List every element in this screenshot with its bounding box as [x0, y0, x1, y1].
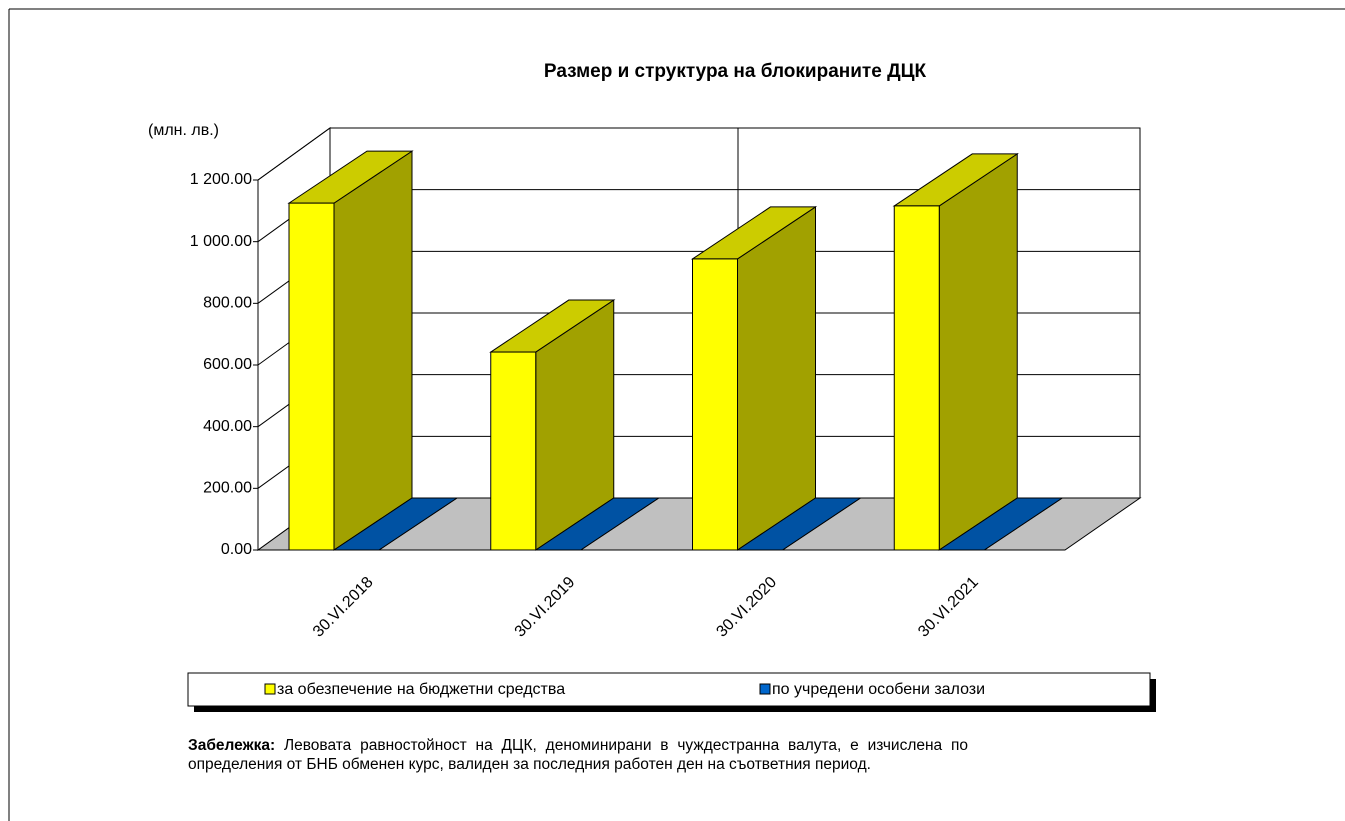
- chart-title: Размер и структура на блокираните ДЦК: [544, 61, 927, 82]
- bar: [534, 497, 661, 551]
- bar-front: [692, 258, 738, 551]
- y-tick-label: 0.00: [221, 541, 252, 558]
- bar-top: [735, 497, 863, 551]
- bar-front: [893, 205, 940, 551]
- legend: за обезпечение на бюджетни средства по уч…: [187, 672, 1156, 712]
- x-tick-label: 30.VI.2021: [915, 574, 982, 641]
- note-label: Забележка:: [188, 737, 276, 754]
- y-axis-label: (млн. лв.): [148, 122, 219, 139]
- bar-top: [534, 497, 661, 551]
- legend-label: по учредени особени залози: [772, 681, 985, 698]
- bar: [937, 497, 1064, 551]
- bar-top: [937, 497, 1064, 551]
- x-tick-label: 30.VI.2019: [512, 574, 579, 641]
- bar-front: [490, 351, 537, 551]
- bar: [489, 299, 616, 551]
- grid-line: [257, 127, 1140, 181]
- bar: [332, 497, 459, 551]
- legend-label: за обезпечение на бюджетни средства: [277, 681, 565, 698]
- x-tick-label: 30.VI.2020: [713, 574, 780, 641]
- y-tick-label: 400.00: [203, 418, 252, 435]
- y-tick-label: 1 200.00: [190, 171, 252, 188]
- legend-box: [187, 672, 1151, 707]
- legend-swatch: [759, 683, 771, 695]
- bar-side: [333, 150, 413, 551]
- y-tick-label: 1 000.00: [190, 233, 252, 250]
- legend-swatch: [264, 683, 276, 695]
- bar-side: [737, 205, 816, 551]
- bar-front: [288, 202, 335, 551]
- bar: [892, 152, 1019, 551]
- y-tick-label: 800.00: [203, 295, 252, 312]
- note-text: Левовата равностойност на ДЦК, деноминир…: [188, 737, 968, 773]
- bar-side: [938, 152, 1018, 551]
- y-tick-label: 600.00: [203, 356, 252, 373]
- bar: [690, 205, 818, 551]
- bar: [287, 150, 414, 551]
- x-tick-label: 30.VI.2018: [310, 574, 377, 641]
- bar: [735, 497, 863, 551]
- y-tick-label: 200.00: [203, 480, 252, 497]
- bar-top: [332, 497, 459, 551]
- note: Забележка: Левовата равностойност на ДЦК…: [188, 736, 968, 774]
